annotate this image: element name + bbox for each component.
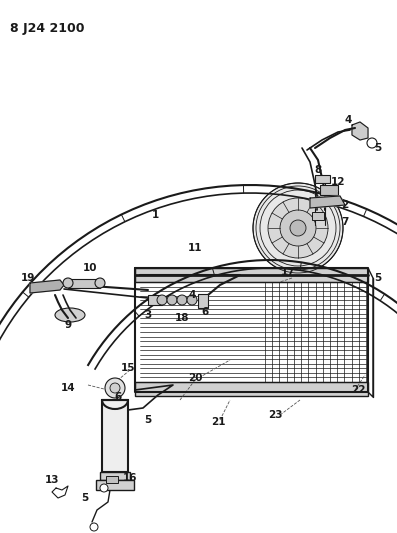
Text: 21: 21 xyxy=(211,417,225,427)
Text: 5: 5 xyxy=(81,493,89,503)
Text: 11: 11 xyxy=(188,243,202,253)
Circle shape xyxy=(177,295,187,305)
Bar xyxy=(96,480,134,490)
Circle shape xyxy=(280,210,316,246)
Text: 6: 6 xyxy=(114,392,121,402)
Circle shape xyxy=(187,295,197,305)
Text: 4: 4 xyxy=(188,290,196,300)
Text: 1: 1 xyxy=(151,210,159,220)
Polygon shape xyxy=(352,122,368,140)
Text: 3: 3 xyxy=(145,310,152,320)
Polygon shape xyxy=(135,268,368,392)
Bar xyxy=(102,400,128,472)
Bar xyxy=(68,279,100,288)
Bar xyxy=(148,295,162,305)
Polygon shape xyxy=(310,196,345,208)
Text: 8 J24 2100: 8 J24 2100 xyxy=(10,22,85,35)
Text: 8: 8 xyxy=(314,165,322,175)
Circle shape xyxy=(100,484,108,492)
Circle shape xyxy=(157,295,167,305)
Text: 12: 12 xyxy=(331,177,345,187)
Bar xyxy=(100,472,130,480)
Text: 23: 23 xyxy=(268,410,282,420)
Bar xyxy=(135,268,368,282)
Text: 15: 15 xyxy=(121,363,135,373)
Polygon shape xyxy=(30,280,64,293)
Text: 18: 18 xyxy=(175,313,189,323)
Circle shape xyxy=(167,295,177,305)
Bar xyxy=(198,294,208,308)
Circle shape xyxy=(63,278,73,288)
Bar xyxy=(106,476,118,483)
Text: 16: 16 xyxy=(123,473,137,483)
Text: 7: 7 xyxy=(341,217,349,227)
Circle shape xyxy=(268,198,328,258)
Text: 20: 20 xyxy=(188,373,202,383)
Text: 22: 22 xyxy=(351,385,365,395)
Circle shape xyxy=(95,278,105,288)
Text: 5: 5 xyxy=(374,273,382,283)
Text: 13: 13 xyxy=(45,475,59,485)
Circle shape xyxy=(367,138,377,148)
Text: 9: 9 xyxy=(64,320,71,330)
Text: 10: 10 xyxy=(83,263,97,273)
Bar xyxy=(312,212,324,220)
Bar xyxy=(315,175,330,183)
Text: 6: 6 xyxy=(201,307,209,317)
Text: 4: 4 xyxy=(344,115,352,125)
Text: 2: 2 xyxy=(341,200,349,210)
Text: 5: 5 xyxy=(145,415,152,425)
Circle shape xyxy=(290,220,306,236)
Bar xyxy=(320,185,338,195)
Circle shape xyxy=(110,383,120,393)
Circle shape xyxy=(253,183,343,273)
Text: 17: 17 xyxy=(281,267,295,277)
Circle shape xyxy=(90,523,98,531)
Circle shape xyxy=(105,378,125,398)
Text: 14: 14 xyxy=(61,383,75,393)
Ellipse shape xyxy=(55,308,85,322)
Text: 19: 19 xyxy=(21,273,35,283)
Bar xyxy=(135,382,368,396)
Text: 5: 5 xyxy=(374,143,382,153)
